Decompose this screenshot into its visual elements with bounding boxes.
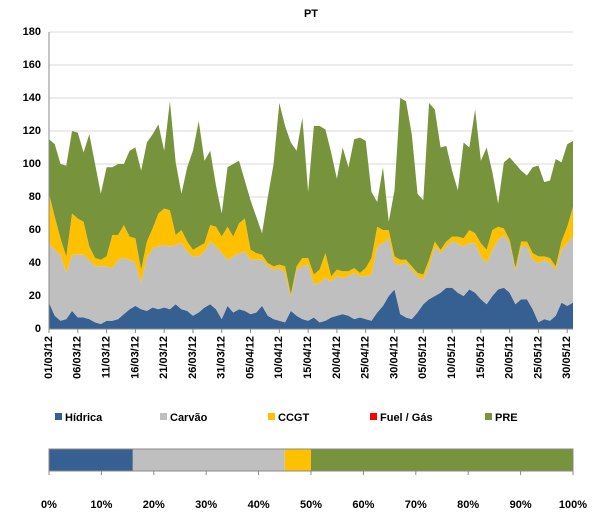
- x-tick-label: 50%: [300, 499, 322, 511]
- y-tick-label: 0: [35, 323, 41, 335]
- x-tick-label: 30/04/12: [388, 336, 400, 379]
- y-tick-label: 80: [29, 191, 41, 203]
- y-tick-label: 180: [23, 26, 41, 38]
- y-tick-label: 160: [23, 59, 41, 71]
- legend-swatch: [55, 413, 62, 420]
- x-tick-label: 60%: [352, 499, 374, 511]
- x-tick-label: 25/05/12: [532, 336, 544, 379]
- x-tick-label: 10/05/12: [446, 336, 458, 379]
- x-tick-label: 05/05/12: [417, 336, 429, 379]
- x-tick-label: 15/04/12: [302, 336, 314, 379]
- x-tick-label: 31/03/12: [216, 336, 228, 379]
- area: [49, 234, 573, 325]
- x-tick-label: 30/05/12: [561, 336, 573, 379]
- y-tick-label: 120: [23, 125, 41, 137]
- x-tick-label: 16/03/12: [129, 336, 141, 379]
- x-tick-label: 90%: [510, 499, 532, 511]
- area: [49, 193, 573, 298]
- legend-swatch: [485, 413, 492, 420]
- x-tick-label: 100%: [559, 499, 587, 511]
- x-tick-label: 10%: [90, 499, 112, 511]
- x-tick-label: 80%: [457, 499, 479, 511]
- x-tick-label: 20%: [143, 499, 165, 511]
- x-tick-label: 25/04/12: [360, 336, 372, 379]
- legend-swatch: [268, 413, 275, 420]
- x-tick-label: 20/05/12: [504, 336, 516, 379]
- x-tick-label: 40%: [248, 499, 270, 511]
- legend-label: Carvão: [170, 412, 208, 424]
- chart-title: PT: [304, 8, 318, 20]
- legend-swatch: [160, 413, 167, 420]
- y-tick-label: 100: [23, 158, 41, 170]
- x-tick-label: 15/05/12: [475, 336, 487, 379]
- x-tick-label: 21/03/12: [158, 336, 170, 379]
- x-tick-label: 0%: [41, 499, 57, 511]
- area: [49, 98, 573, 295]
- bar-segment: [49, 449, 133, 471]
- legend-label: Hídrica: [65, 412, 103, 424]
- bar-segment: [311, 449, 573, 471]
- x-tick-label: 01/03/12: [43, 336, 55, 379]
- x-tick-label: 05/04/12: [244, 336, 256, 379]
- x-tick-label: 11/03/12: [100, 336, 112, 378]
- x-tick-label: 20/04/12: [331, 336, 343, 379]
- y-tick-label: 140: [23, 92, 41, 104]
- x-tick-label: 26/03/12: [187, 336, 199, 379]
- x-tick-label: 30%: [195, 499, 217, 511]
- legend-label: PRE: [495, 412, 518, 424]
- legend-label: Fuel / Gás: [380, 412, 433, 424]
- y-tick-label: 20: [29, 290, 41, 302]
- legend-swatch: [370, 413, 377, 420]
- area: [49, 287, 573, 329]
- bar-segment: [132, 449, 285, 471]
- y-tick-label: 60: [29, 224, 41, 236]
- legend-label: CCGT: [278, 412, 309, 424]
- y-tick-label: 40: [29, 257, 41, 269]
- bar-segment: [284, 449, 311, 471]
- x-tick-label: 06/03/12: [72, 336, 84, 379]
- x-tick-label: 70%: [405, 499, 427, 511]
- x-tick-label: 10/04/12: [273, 336, 285, 379]
